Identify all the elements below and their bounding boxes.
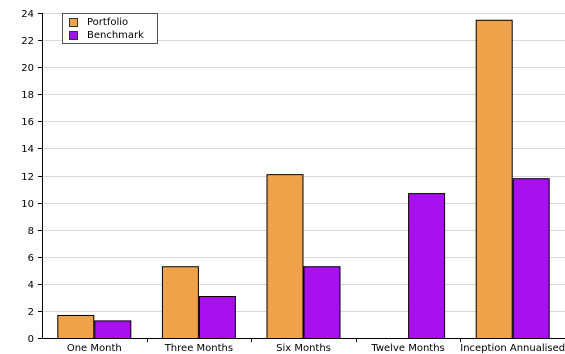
x-tick-label: Twelve Months bbox=[370, 343, 444, 354]
y-tick-label: 24 bbox=[21, 9, 34, 20]
legend-label-benchmark: Benchmark bbox=[87, 30, 144, 41]
y-tick-label: 0 bbox=[28, 334, 34, 345]
bar-portfolio-inception-annualised bbox=[475, 19, 513, 339]
y-tick-label: 12 bbox=[21, 172, 34, 183]
x-tick-label: Six Months bbox=[276, 343, 331, 354]
y-tick-label: 8 bbox=[28, 226, 34, 237]
bar-portfolio-three-months bbox=[161, 266, 199, 339]
y-tick-label: 6 bbox=[28, 253, 34, 264]
legend-item-portfolio: Portfolio bbox=[69, 16, 128, 29]
y-tick-label: 16 bbox=[21, 117, 34, 128]
bar-benchmark-six-months bbox=[303, 266, 341, 339]
y-tick-label: 18 bbox=[21, 90, 34, 101]
y-tick-label: 2 bbox=[28, 307, 34, 318]
y-tick-label: 4 bbox=[28, 280, 34, 291]
legend-label-portfolio: Portfolio bbox=[87, 17, 129, 28]
y-tick-label: 20 bbox=[21, 63, 34, 74]
bar-portfolio-six-months bbox=[266, 174, 304, 339]
x-tick-label: Three Months bbox=[164, 343, 233, 354]
bar-benchmark-inception-annualised bbox=[512, 178, 550, 339]
legend-swatch-portfolio bbox=[69, 18, 78, 27]
x-tick-label: One Month bbox=[67, 343, 122, 354]
bar-benchmark-one-month bbox=[94, 320, 132, 340]
bar-benchmark-twelve-months bbox=[408, 193, 446, 339]
bar-benchmark-three-months bbox=[198, 296, 236, 340]
y-tick-label: 10 bbox=[21, 199, 34, 210]
bar-portfolio-one-month bbox=[57, 314, 95, 339]
bars bbox=[57, 19, 550, 340]
legend-item-benchmark: Benchmark bbox=[69, 29, 144, 42]
y-tick-label: 14 bbox=[21, 144, 34, 155]
legend: Portfolio Benchmark bbox=[62, 13, 158, 44]
legend-swatch-benchmark bbox=[69, 31, 78, 40]
y-tick-label: 22 bbox=[21, 36, 34, 47]
x-tick-label: Inception Annualised bbox=[460, 343, 565, 354]
